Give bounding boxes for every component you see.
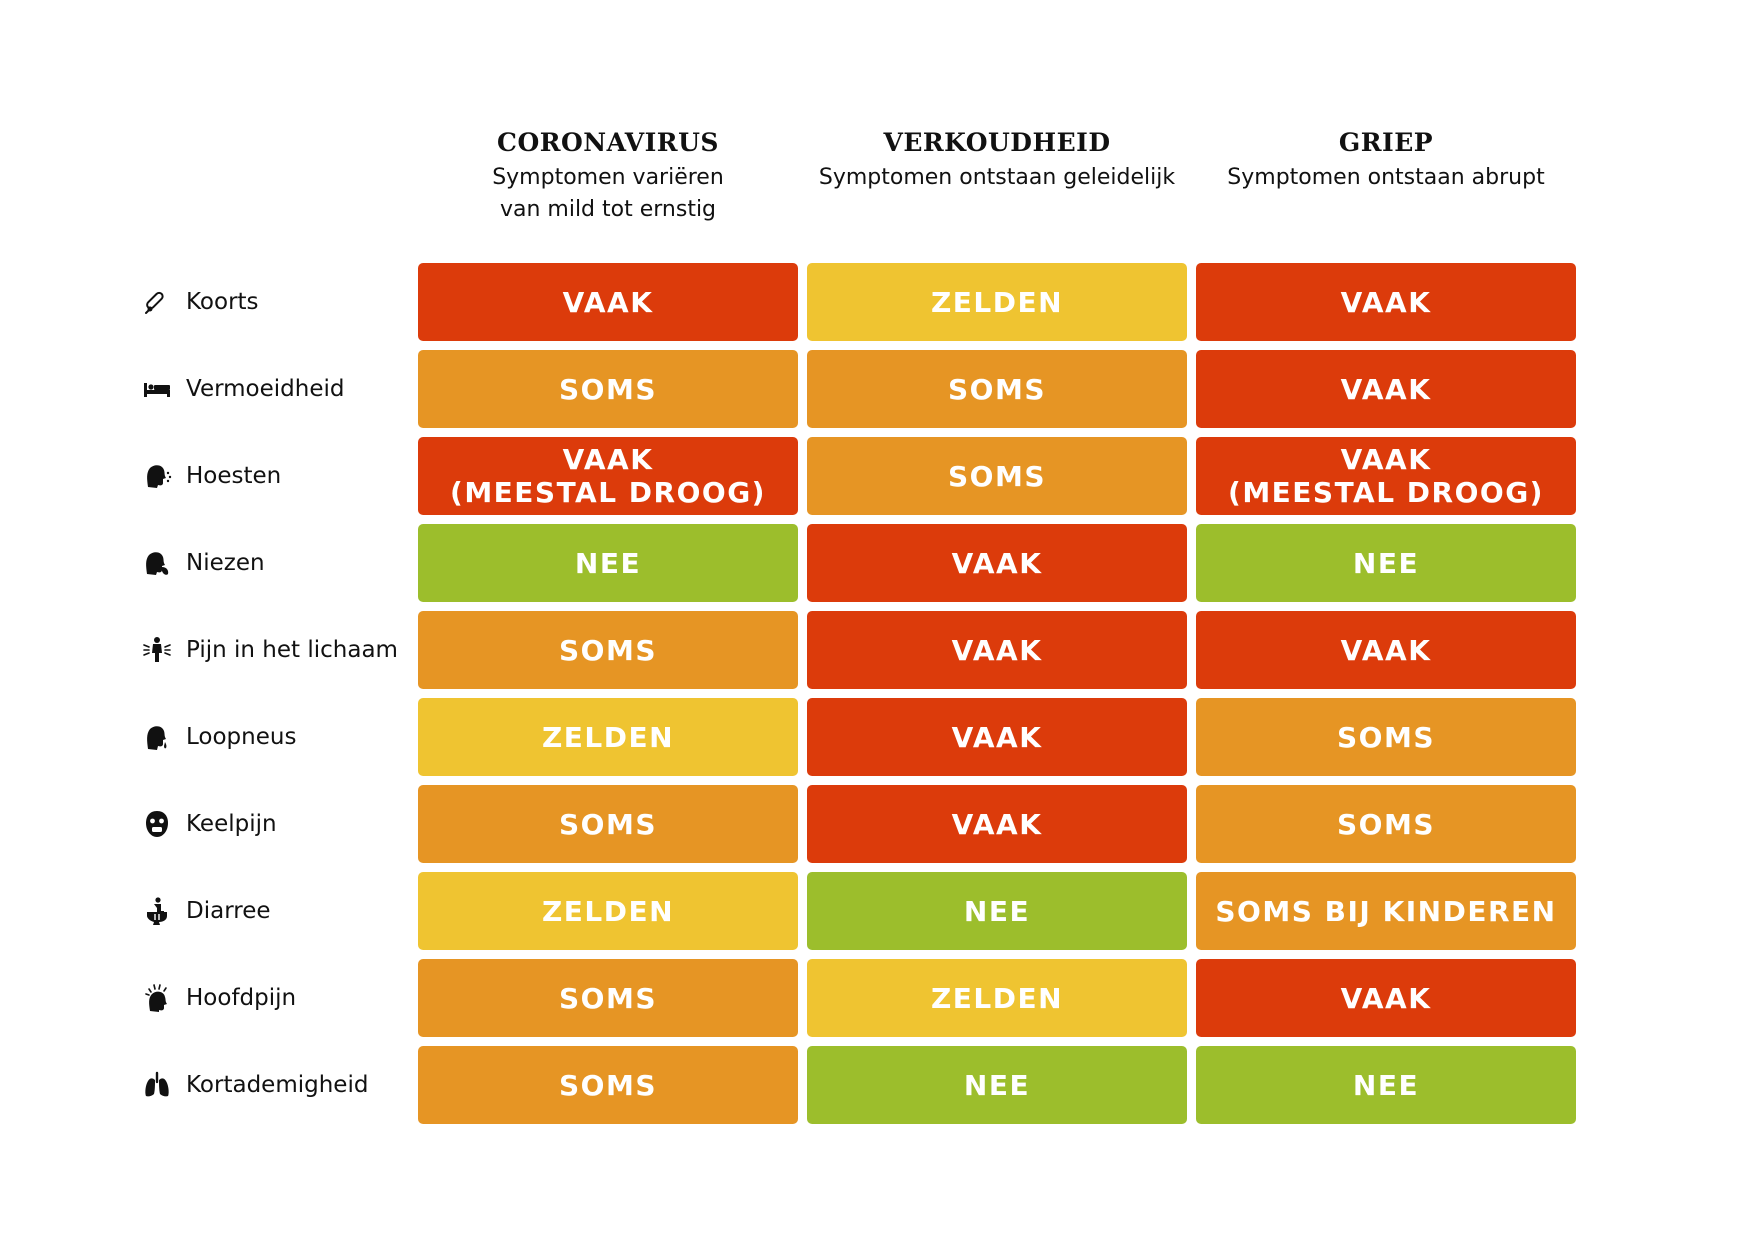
frequency-cell: SOMS — [807, 437, 1187, 515]
row-label: Hoesten — [140, 437, 281, 515]
frequency-cell: NEE — [418, 524, 798, 602]
frequency-cell: SOMS — [418, 785, 798, 863]
row-label: Vermoeidheid — [140, 350, 344, 428]
row-label: Diarree — [140, 872, 271, 950]
symptom-label: Niezen — [186, 550, 265, 576]
thermometer-icon — [140, 285, 174, 319]
frequency-cell: VAAK — [807, 611, 1187, 689]
lungs-icon — [140, 1068, 174, 1102]
frequency-cell: SOMS — [1196, 698, 1576, 776]
column-subtitle: Symptomen variëren van mild tot ernstig — [492, 165, 724, 222]
symptom-label: Hoofdpijn — [186, 985, 297, 1011]
row-label: Keelpijn — [140, 785, 277, 863]
frequency-cell: SOMS — [418, 611, 798, 689]
frequency-cell: VAAK (MEESTAL DROOG) — [1196, 437, 1576, 515]
frequency-cell: ZELDEN — [418, 698, 798, 776]
symptom-label: Kortademigheid — [186, 1072, 369, 1098]
frequency-cell: NEE — [1196, 1046, 1576, 1124]
frequency-cell: VAAK — [1196, 350, 1576, 428]
body-pain-icon — [140, 633, 174, 667]
row-label: Niezen — [140, 524, 265, 602]
frequency-cell: NEE — [1196, 524, 1576, 602]
frequency-cell: VAAK — [1196, 611, 1576, 689]
column-header: VERKOUDHEID Symptomen ontstaan geleidelij… — [807, 128, 1187, 194]
frequency-cell: SOMS — [418, 350, 798, 428]
frequency-cell: SOMS BIJ KINDEREN — [1196, 872, 1576, 950]
row-label: Hoofdpijn — [140, 959, 296, 1037]
row-label: Loopneus — [140, 698, 296, 776]
runny-nose-icon — [140, 720, 174, 754]
frequency-cell: SOMS — [1196, 785, 1576, 863]
cough-icon — [140, 459, 174, 493]
headache-icon — [140, 981, 174, 1015]
symptom-label: Keelpijn — [186, 811, 277, 837]
column-header: CORONAVIRUS Symptomen variëren van mild t… — [418, 128, 798, 226]
frequency-cell: VAAK — [1196, 263, 1576, 341]
column-title: CORONAVIRUS — [497, 128, 719, 157]
symptom-label: Pijn in het lichaam — [186, 637, 398, 663]
row-label: Koorts — [140, 263, 259, 341]
column-title: VERKOUDHEID — [883, 128, 1111, 157]
row-label: Pijn in het lichaam — [140, 611, 398, 689]
sore-throat-icon — [140, 807, 174, 841]
column-title: GRIEP — [1338, 128, 1434, 157]
sneeze-icon — [140, 546, 174, 580]
column-subtitle: Symptomen ontstaan abrupt — [1227, 165, 1545, 190]
symptom-label: Loopneus — [186, 724, 297, 750]
frequency-cell: SOMS — [418, 1046, 798, 1124]
frequency-cell: NEE — [807, 1046, 1187, 1124]
row-label: Kortademigheid — [140, 1046, 368, 1124]
frequency-cell: VAAK — [1196, 959, 1576, 1037]
bed-icon — [140, 372, 174, 406]
symptom-label: Diarree — [186, 898, 271, 924]
symptom-label: Koorts — [186, 289, 259, 315]
symptom-label: Hoesten — [186, 463, 282, 489]
frequency-cell: SOMS — [807, 350, 1187, 428]
frequency-cell: VAAK — [418, 263, 798, 341]
frequency-cell: ZELDEN — [807, 959, 1187, 1037]
column-header: GRIEP Symptomen ontstaan abrupt — [1196, 128, 1576, 194]
frequency-cell: VAAK (MEESTAL DROOG) — [418, 437, 798, 515]
frequency-cell: NEE — [807, 872, 1187, 950]
frequency-cell: SOMS — [418, 959, 798, 1037]
frequency-cell: VAAK — [807, 524, 1187, 602]
frequency-cell: VAAK — [807, 698, 1187, 776]
frequency-cell: VAAK — [807, 785, 1187, 863]
column-subtitle: Symptomen ontstaan geleidelijk — [818, 165, 1176, 190]
frequency-cell: ZELDEN — [418, 872, 798, 950]
frequency-cell: ZELDEN — [807, 263, 1187, 341]
symptom-label: Vermoeidheid — [186, 376, 345, 402]
toilet-icon — [140, 894, 174, 928]
